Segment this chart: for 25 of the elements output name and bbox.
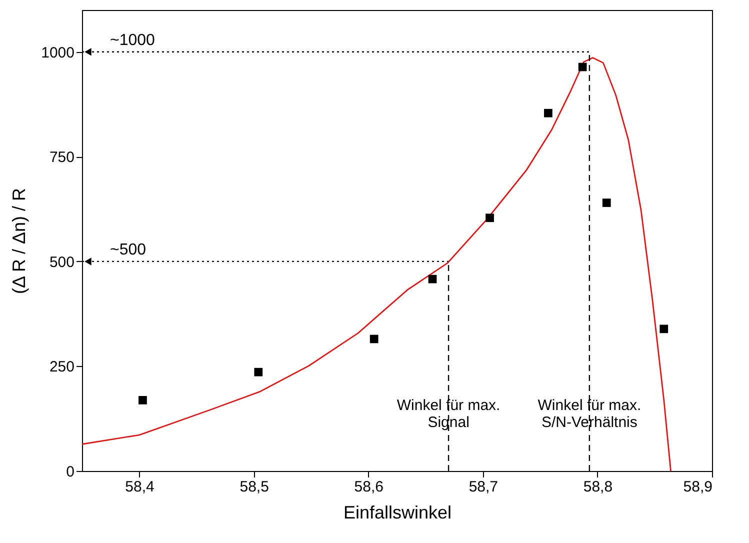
x-axis-title: Einfallswinkel xyxy=(343,502,452,522)
y-tick-label: 750 xyxy=(49,149,74,166)
x-tick-label: 58,4 xyxy=(125,478,154,496)
point xyxy=(660,324,668,334)
point xyxy=(486,214,494,222)
point xyxy=(138,396,147,404)
ref-line-label: ~500 xyxy=(110,241,146,258)
y-tick-label: 500 xyxy=(49,254,74,271)
x-tick-label: 58,9 xyxy=(683,478,712,496)
point xyxy=(370,334,378,344)
point xyxy=(544,108,552,118)
y-axis-title: (Δ R / Δn) / R xyxy=(9,188,30,294)
x-tick-label: 58,7 xyxy=(468,478,498,496)
point xyxy=(578,62,587,72)
point xyxy=(602,198,611,207)
line-series xyxy=(81,57,672,472)
x-tick-label: 58,5 xyxy=(240,478,269,496)
point xyxy=(428,274,437,284)
x-tick-label: 58,8 xyxy=(583,478,613,496)
y-tick-label: 1000 xyxy=(41,44,74,62)
ref-line-label: ~1000 xyxy=(110,32,156,49)
point xyxy=(254,368,263,376)
y-tick-label: 250 xyxy=(49,358,74,376)
x-tick-label: 58,6 xyxy=(354,478,384,496)
y-tick-label: 0 xyxy=(66,464,74,480)
